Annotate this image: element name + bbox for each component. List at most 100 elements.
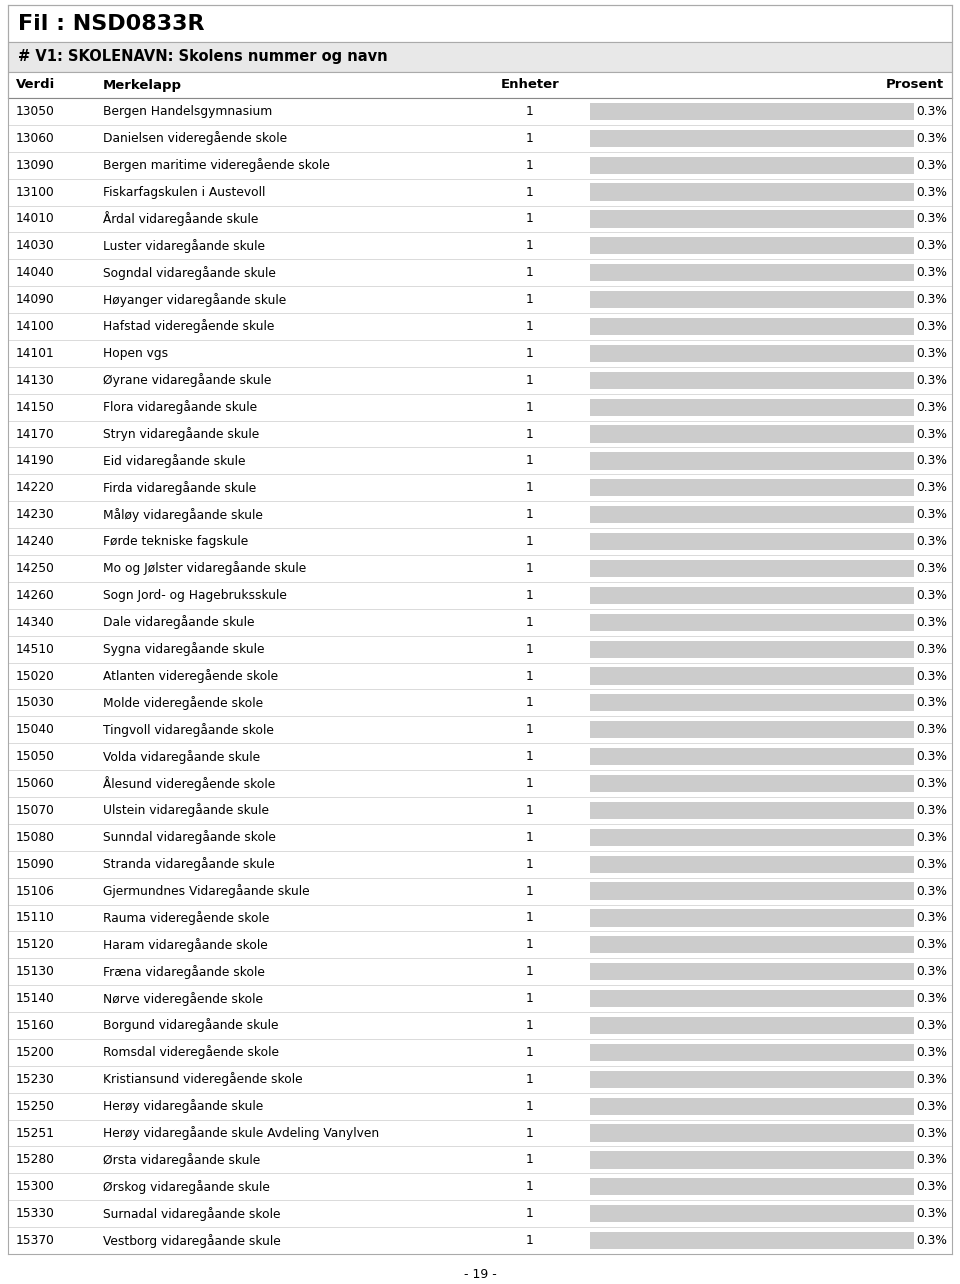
Bar bbox=[8, 663, 952, 690]
Text: 0.3%: 0.3% bbox=[916, 347, 947, 360]
Bar bbox=[590, 1152, 914, 1168]
Bar bbox=[590, 909, 914, 927]
Bar bbox=[590, 265, 914, 281]
Bar bbox=[590, 371, 914, 389]
Text: Sogndal vidaregåande skule: Sogndal vidaregåande skule bbox=[103, 266, 276, 280]
Text: Borgund vidaregåande skule: Borgund vidaregåande skule bbox=[103, 1018, 278, 1032]
Bar bbox=[8, 1012, 952, 1039]
Bar bbox=[8, 232, 952, 259]
Text: 1: 1 bbox=[526, 186, 534, 199]
Text: 15300: 15300 bbox=[16, 1180, 55, 1193]
Bar bbox=[590, 345, 914, 362]
Text: 15110: 15110 bbox=[16, 912, 55, 924]
Text: # V1: SKOLENAVN: Skolens nummer og navn: # V1: SKOLENAVN: Skolens nummer og navn bbox=[18, 50, 388, 64]
Text: 14010: 14010 bbox=[16, 212, 55, 226]
Text: 15080: 15080 bbox=[16, 831, 55, 844]
Text: 13090: 13090 bbox=[16, 159, 55, 172]
Bar bbox=[8, 582, 952, 609]
Text: 0.3%: 0.3% bbox=[916, 912, 947, 924]
Text: Herøy vidaregåande skule: Herøy vidaregåande skule bbox=[103, 1099, 263, 1113]
Text: 1: 1 bbox=[526, 455, 534, 467]
Bar bbox=[8, 5, 952, 42]
Text: 0.3%: 0.3% bbox=[916, 320, 947, 333]
Text: 0.3%: 0.3% bbox=[916, 1099, 947, 1113]
Text: 15250: 15250 bbox=[16, 1099, 55, 1113]
Bar bbox=[590, 211, 914, 227]
Text: 0.3%: 0.3% bbox=[916, 750, 947, 763]
Text: 0.3%: 0.3% bbox=[916, 239, 947, 253]
Text: 0.3%: 0.3% bbox=[916, 1046, 947, 1059]
Text: 14130: 14130 bbox=[16, 374, 55, 386]
Bar bbox=[590, 1206, 914, 1222]
Bar bbox=[8, 636, 952, 663]
Text: 1: 1 bbox=[526, 562, 534, 575]
Text: Hopen vgs: Hopen vgs bbox=[103, 347, 168, 360]
Text: 0.3%: 0.3% bbox=[916, 642, 947, 656]
Text: 14260: 14260 bbox=[16, 589, 55, 602]
Text: 1: 1 bbox=[526, 939, 534, 951]
Text: Surnadal vidaregåande skole: Surnadal vidaregåande skole bbox=[103, 1207, 280, 1221]
Text: 15130: 15130 bbox=[16, 966, 55, 978]
Text: 15106: 15106 bbox=[16, 885, 55, 898]
Text: Firda vidaregåande skule: Firda vidaregåande skule bbox=[103, 480, 256, 494]
Text: Dale vidaregåande skule: Dale vidaregåande skule bbox=[103, 615, 254, 629]
Bar bbox=[8, 259, 952, 286]
Text: 1: 1 bbox=[526, 750, 534, 763]
Bar bbox=[590, 157, 914, 173]
Bar bbox=[8, 904, 952, 931]
Text: 1: 1 bbox=[526, 482, 534, 494]
Text: 1: 1 bbox=[526, 347, 534, 360]
Bar bbox=[590, 641, 914, 657]
Bar bbox=[8, 367, 952, 394]
Bar bbox=[8, 178, 952, 205]
Text: Fil : NSD0833R: Fil : NSD0833R bbox=[18, 14, 204, 33]
Text: 15251: 15251 bbox=[16, 1126, 55, 1139]
Bar bbox=[590, 560, 914, 577]
Text: 1: 1 bbox=[526, 159, 534, 172]
Bar bbox=[590, 1231, 914, 1249]
Text: 15070: 15070 bbox=[16, 804, 55, 817]
Text: Vestborg vidaregåande skule: Vestborg vidaregåande skule bbox=[103, 1234, 280, 1248]
Text: Bergen maritime videregående skole: Bergen maritime videregående skole bbox=[103, 158, 330, 172]
Bar bbox=[590, 1017, 914, 1034]
Text: 14190: 14190 bbox=[16, 455, 55, 467]
Text: 1: 1 bbox=[526, 642, 534, 656]
Text: Ulstein vidaregåande skule: Ulstein vidaregåande skule bbox=[103, 804, 269, 818]
Text: 1: 1 bbox=[526, 320, 534, 333]
Text: 1: 1 bbox=[526, 589, 534, 602]
Text: 1: 1 bbox=[526, 1153, 534, 1166]
Text: Enheter: Enheter bbox=[500, 78, 560, 91]
Bar bbox=[590, 587, 914, 603]
Bar bbox=[590, 1071, 914, 1088]
Text: 0.3%: 0.3% bbox=[916, 696, 947, 709]
Text: - 19 -: - 19 - bbox=[464, 1269, 496, 1281]
Text: 0.3%: 0.3% bbox=[916, 132, 947, 145]
Text: 0.3%: 0.3% bbox=[916, 723, 947, 736]
Text: 14220: 14220 bbox=[16, 482, 55, 494]
Bar bbox=[8, 313, 952, 340]
Bar bbox=[8, 1039, 952, 1066]
Text: 1: 1 bbox=[526, 966, 534, 978]
Text: 1: 1 bbox=[526, 885, 534, 898]
Text: 0.3%: 0.3% bbox=[916, 993, 947, 1005]
Text: Eid vidaregåande skule: Eid vidaregåande skule bbox=[103, 455, 246, 467]
Text: Årdal vidaregåande skule: Årdal vidaregåande skule bbox=[103, 212, 258, 226]
Text: 0.3%: 0.3% bbox=[916, 1072, 947, 1086]
Text: 0.3%: 0.3% bbox=[916, 186, 947, 199]
Text: 1: 1 bbox=[526, 1126, 534, 1139]
Text: 0.3%: 0.3% bbox=[916, 374, 947, 386]
Text: Sunndal vidaregåande skole: Sunndal vidaregåande skole bbox=[103, 831, 276, 845]
Text: Volda vidaregåande skule: Volda vidaregåande skule bbox=[103, 750, 260, 764]
Text: 14150: 14150 bbox=[16, 401, 55, 413]
Text: 1: 1 bbox=[526, 1180, 534, 1193]
Bar bbox=[8, 985, 952, 1012]
Text: 0.3%: 0.3% bbox=[916, 293, 947, 306]
Text: 0.3%: 0.3% bbox=[916, 669, 947, 683]
Text: 0.3%: 0.3% bbox=[916, 1019, 947, 1032]
Text: 15200: 15200 bbox=[16, 1046, 55, 1059]
Text: Merkelapp: Merkelapp bbox=[103, 78, 182, 91]
Text: 14040: 14040 bbox=[16, 266, 55, 279]
Bar bbox=[590, 614, 914, 630]
Text: 14170: 14170 bbox=[16, 428, 55, 440]
Text: Romsdal videregående skole: Romsdal videregående skole bbox=[103, 1045, 279, 1059]
